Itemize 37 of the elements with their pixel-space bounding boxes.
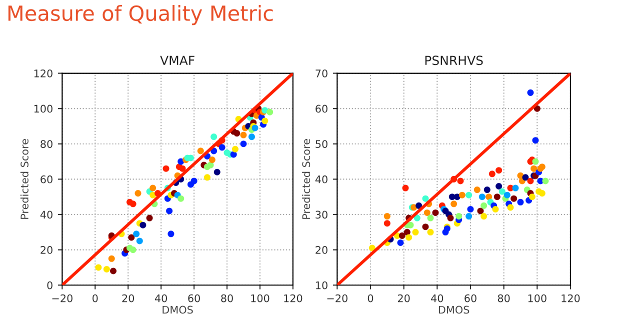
- x-axis-title: DMOS: [162, 306, 193, 314]
- y-tick-label: 70: [316, 69, 328, 78]
- x-tick-label: 40: [154, 294, 168, 302]
- x-tick-label: 60: [188, 294, 200, 302]
- x-tick-label: 120: [562, 294, 580, 302]
- y-tick-label: 30: [316, 210, 328, 219]
- y-tick-label: 60: [40, 175, 52, 184]
- x-tick-label: 0: [92, 294, 98, 302]
- x-tick-label: 20: [122, 294, 134, 302]
- x-tick-label: 20: [398, 294, 410, 302]
- x-tick-label: 120: [284, 294, 302, 302]
- x-tick-label: −20: [327, 294, 348, 302]
- y-tick-label: 10: [316, 281, 328, 290]
- chart-title: PSNRHVS: [425, 56, 483, 66]
- y-tick-label: 100: [34, 104, 52, 113]
- y-tick-label: 120: [34, 69, 52, 78]
- x-axis-title: DMOS: [438, 306, 470, 314]
- text: Measure of Quality Metric: [8, 4, 273, 26]
- y-tick-label: 40: [40, 210, 52, 219]
- y-tick-label: 80: [40, 140, 52, 148]
- y-tick-label: 20: [40, 246, 52, 254]
- x-tick-label: 100: [528, 294, 546, 302]
- x-tick-label: 80: [221, 294, 233, 302]
- y-axis-title: Predicted Score: [20, 139, 28, 219]
- x-tick-label: 80: [498, 294, 510, 302]
- y-tick-label: 20: [316, 246, 328, 254]
- x-tick-label: −20: [52, 294, 72, 302]
- y-tick-label: 50: [316, 140, 328, 148]
- x-tick-label: 60: [464, 294, 476, 302]
- y-axis-title: Predicted Score: [302, 139, 310, 219]
- x-tick-label: 100: [251, 294, 270, 302]
- y-tick-label: 60: [316, 104, 328, 113]
- y-tick-label: 0: [47, 281, 52, 290]
- y-tick-label: 40: [315, 175, 328, 184]
- x-tick-label: 40: [431, 294, 444, 302]
- x-tick-label: 0: [368, 294, 374, 302]
- chart-title: VMAF: [160, 56, 194, 65]
